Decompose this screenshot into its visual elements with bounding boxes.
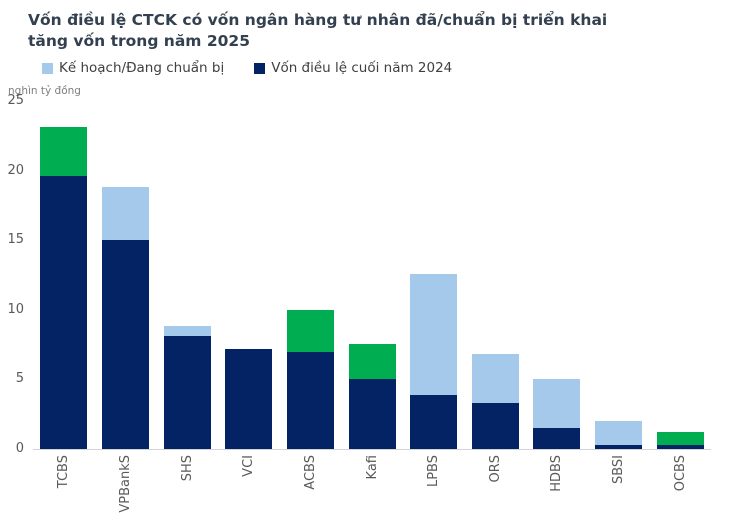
bar-vci [218,101,280,449]
x-label-vci: VCI [241,455,257,477]
y-tick-label-10: 10 [7,301,24,317]
chart-title-line-1: Vốn điều lệ CTCK có vốn ngân hàng tư nhâ… [28,11,608,29]
chart-title: Vốn điều lệ CTCK có vốn ngân hàng tư nhâ… [28,10,607,52]
x-label-hdbs: HDBS [549,455,565,492]
legend-label-plan: Kế hoạch/Đang chuẩn bị [59,60,225,76]
x-label-acbs: ACBS [302,455,318,490]
bar-segment-base-ors [471,403,519,449]
bar-segment-plan-sbsi [595,421,643,445]
bar-segment-base-lpbs [410,395,458,449]
x-label-slot-lpbs: LPBS [403,455,465,527]
legend-item-plan: Kế hoạch/Đang chuẩn bị [42,60,224,76]
x-label-tcbs: TCBS [56,455,72,489]
bar-segment-plan-hdbs [533,379,581,428]
bar-segment-plan-vpbanks [101,187,149,240]
y-axis-unit-label: nghìn tỷ đồng [8,85,81,97]
x-label-slot-shs: SHS [156,455,218,527]
bar-kafi [341,101,403,449]
legend: Kế hoạch/Đang chuẩn bị Vốn điều lệ cuối … [42,60,452,76]
y-tick-label-0: 0 [15,441,24,456]
bar-segment-green-ocbs [656,432,704,445]
bar-tcbs [33,101,95,449]
bar-segment-base-sbsi [595,445,643,449]
bar-acbs [280,101,342,449]
bar-hdbs [526,101,588,449]
bar-segment-green-kafi [348,344,396,379]
legend-item-base: Vốn điều lệ cuối năm 2024 [254,60,452,76]
y-tick-label-15: 15 [7,232,24,248]
bar-sbsi [588,101,650,449]
bar-segment-plan-ors [471,354,519,403]
legend-swatch-plan-icon [42,62,53,74]
bar-segment-plan-lpbs [410,274,458,395]
legend-swatch-base-icon [254,62,266,74]
x-axis-line [33,449,711,450]
bar-segment-base-ocbs [656,445,704,449]
legend-label-base: Vốn điều lệ cuối năm 2024 [271,60,453,76]
bar-shs [156,101,218,449]
bar-segment-base-shs [163,336,211,449]
x-label-slot-sbsi: SBSI [588,455,650,527]
x-label-ors: ORS [487,455,503,483]
bar-segment-base-hdbs [533,428,581,449]
x-label-shs: SHS [179,455,195,482]
plot-area [33,101,711,449]
bar-segment-base-tcbs [40,176,88,449]
bar-ors [464,101,526,449]
x-label-slot-tcbs: TCBS [33,455,95,527]
x-label-slot-ocbs: OCBS [649,455,711,527]
bar-segment-base-kafi [348,379,396,449]
bar-segment-base-vci [225,349,273,449]
bar-segment-green-acbs [286,310,334,352]
x-label-slot-vpbanks: VPBankS [95,455,157,527]
bar-segment-plan-shs [163,326,211,336]
bar-vpbanks [95,101,157,449]
x-label-slot-vci: VCI [218,455,280,527]
x-axis-category-labels: TCBS VPBankS SHS VCI ACBS Kafi LPBS ORS HDBS SBSI… [33,455,711,527]
bar-ocbs [649,101,711,449]
x-label-vpbanks: VPBankS [117,455,133,513]
bar-lpbs [403,101,465,449]
x-label-sbsi: SBSI [611,455,627,485]
bar-segment-base-acbs [286,352,334,449]
x-label-ocbs: OCBS [672,455,688,492]
bar-segment-base-vpbanks [101,240,149,449]
x-label-slot-hdbs: HDBS [526,455,588,527]
bar-segment-green-tcbs [40,127,88,176]
x-label-kafi: Kafi [364,455,380,480]
x-label-slot-kafi: Kafi [341,455,403,527]
y-tick-label-5: 5 [15,371,24,387]
x-label-slot-ors: ORS [464,455,526,527]
x-label-lpbs: LPBS [426,455,442,488]
y-tick-label-20: 20 [7,162,24,178]
chart-title-line-2: tăng vốn trong năm 2025 [28,32,250,50]
x-label-slot-acbs: ACBS [280,455,342,527]
